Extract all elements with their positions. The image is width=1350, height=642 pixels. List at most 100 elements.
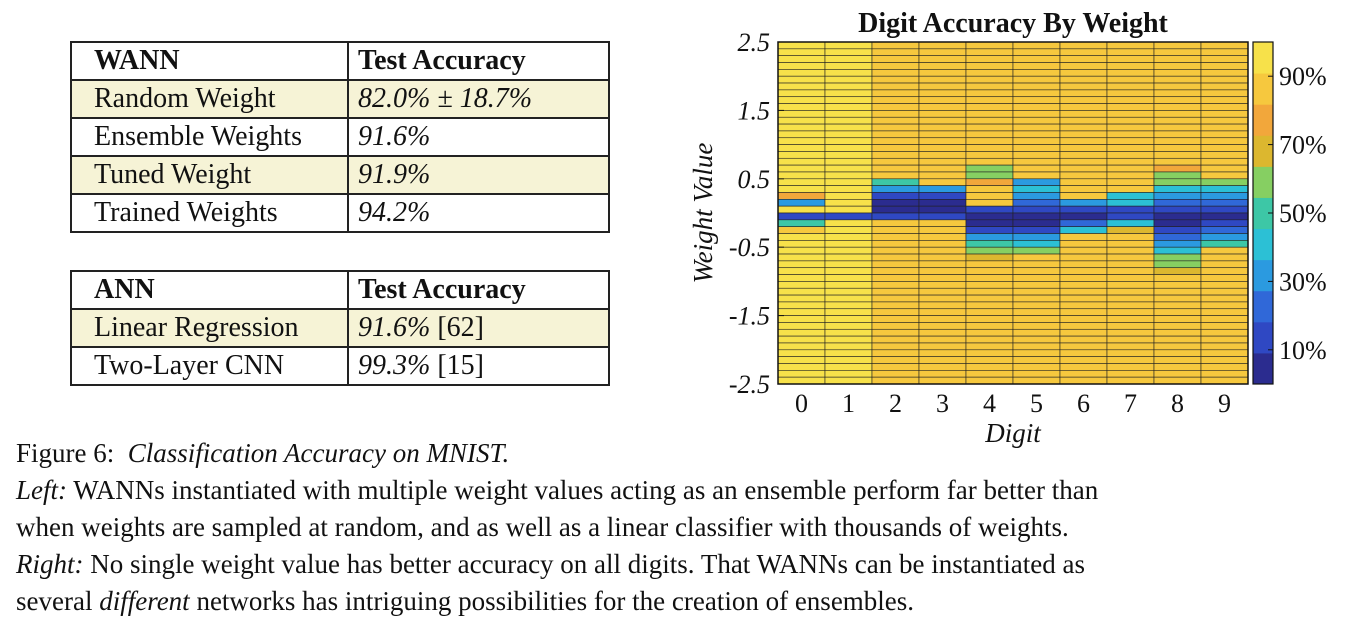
heatmap-cell [1059,96,1108,104]
heatmap-cell [871,226,920,234]
heatmap-cell [1059,274,1108,282]
heatmap-cell [1200,315,1249,323]
heatmap-cell [777,246,826,255]
right-label: Right: [16,549,84,579]
heatmap-cell [777,267,826,275]
heatmap-cell [918,363,967,371]
colorbar-ticks: 90% 70% 50% 30% 10% [1268,62,1327,365]
heatmap-cell [1012,287,1061,296]
heatmap-cell [918,294,967,303]
table-header-cell: Test Accuracy [347,41,610,81]
heatmap-cell [1106,246,1155,255]
heatmap-cell [918,110,967,118]
heatmap-cell [1012,185,1061,193]
heatmap-cell [1200,62,1249,70]
heatmap-cell [965,308,1014,316]
heatmap-cell [777,192,826,200]
heatmap-cell [824,82,873,91]
heatmap-cell [1012,308,1061,316]
heatmap-cell [1012,260,1061,269]
heatmap-cell [777,308,826,316]
colorbar-tick-label: 50% [1279,199,1327,228]
heatmap-cell [824,123,873,132]
heatmap-cell [965,82,1014,91]
y-tick-label: 2.5 [738,28,771,57]
heatmap-cell [965,205,1014,214]
heatmap-cell [824,253,873,262]
heatmap-cell [871,322,920,330]
heatmap-cell [777,301,826,310]
heatmap-cell [918,205,967,214]
heatmap-cell [918,301,967,310]
heatmap-cell [1106,192,1155,200]
heatmap-cell [965,123,1014,132]
heatmap-cell [1012,69,1061,77]
heatmap-cell [918,274,967,282]
heatmap-cell [1106,253,1155,262]
heatmap-cell [824,130,873,139]
heatmap-cell [1153,96,1202,104]
heatmap-cell [1106,356,1155,364]
heatmap-cell [1153,226,1202,234]
x-axis: 0 1 2 3 4 5 6 7 8 9 [795,389,1231,418]
heatmap-cell [777,157,826,166]
heatmap-cell [1200,226,1249,234]
heatmap-cell [1200,144,1249,152]
heatmap-cell [965,116,1014,125]
table-row: Tuned Weight 91.9% [70,155,610,195]
heatmap-cell [965,219,1014,227]
heatmap-cell [1059,103,1108,111]
heatmap-cell [1153,192,1202,200]
heatmap-cell [1153,157,1202,166]
accuracy-cell: 99.3% [15] [347,346,610,386]
heatmap-cell [777,349,826,357]
heatmap-cell [1059,75,1108,84]
heatmap-cell [1200,157,1249,166]
heatmap-cell [1153,178,1202,186]
heatmap-cell [1059,110,1108,118]
heatmap-cell [965,178,1014,186]
heatmap-cell [824,199,873,207]
heatmap-cell [824,89,873,98]
heatmap-cell [777,103,826,111]
heatmap-cell [918,246,967,255]
heatmap-cell [824,308,873,316]
method-cell: Trained Weights [70,193,349,233]
heatmap-cell [1200,89,1249,98]
heatmap-cell [1106,212,1155,221]
heatmap-cell [1106,171,1155,180]
heatmap-cell [1153,308,1202,316]
heatmap-cell [965,287,1014,296]
heatmap-cell [1059,328,1108,337]
caption-line-2: Left: WANNs instantiated with multiple w… [16,472,1098,508]
heatmap-cell [824,212,873,221]
heatmap-cell [1153,363,1202,371]
colorbar-segment [1253,228,1273,261]
colorbar-segment [1253,166,1273,198]
heatmap-cell [1153,55,1202,63]
heatmap-cell [965,110,1014,118]
heatmap-cell [1153,82,1202,91]
heatmap-cell [1106,137,1155,145]
heatmap-cell [1106,219,1155,227]
heatmap-cell [777,294,826,303]
heatmap-cell [1106,260,1155,269]
heatmap-cell [824,240,873,248]
heatmap-cell [918,55,967,63]
heatmap-cell [871,48,920,56]
heatmap-cell [1012,342,1061,351]
heatmap-cell [1153,130,1202,139]
heatmap-cell [1106,335,1155,344]
x-tick-label: 8 [1171,389,1184,418]
heatmap-cell [1012,157,1061,166]
heatmap-cell [777,287,826,296]
heatmap-cell [1200,116,1249,125]
heatmap-cell [1106,376,1155,385]
heatmap-cell [1153,151,1202,159]
heatmap-cell [824,281,873,289]
heatmap-cell [1200,137,1249,145]
colorbar-segment [1253,352,1273,385]
heatmap-cell [777,226,826,234]
heatmap-cell [918,123,967,132]
heatmap-cell [1153,260,1202,269]
